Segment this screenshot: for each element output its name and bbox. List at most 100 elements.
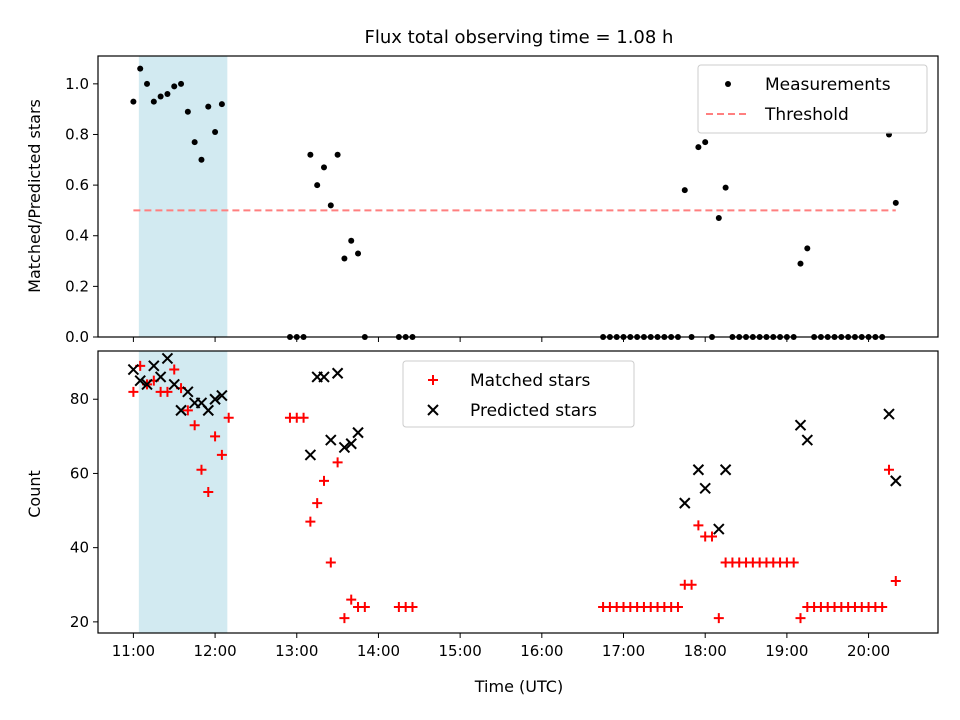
x-tick-label: 16:00 (520, 642, 563, 660)
legend-label: Measurements (765, 75, 891, 95)
y-tick-label: 20 (70, 613, 89, 631)
measurement-point (212, 128, 219, 135)
measurement-point (681, 187, 688, 194)
matched-point (693, 520, 704, 531)
measurement-point (348, 237, 355, 244)
y-tick-label: 0.8 (65, 125, 89, 143)
measurement-point (695, 144, 702, 151)
predicted-point (127, 363, 140, 376)
matched-point (686, 579, 697, 590)
predicted-point (148, 360, 160, 372)
legend-label: Matched stars (470, 371, 590, 391)
measurement-point (198, 156, 205, 163)
matched-point (890, 576, 901, 587)
predicted-point (168, 378, 180, 391)
predicted-point (209, 393, 221, 405)
x-axis-label: Time (UTC) (474, 677, 563, 696)
matched-point (196, 464, 207, 475)
matched-point (223, 412, 234, 423)
predicted-point (794, 419, 807, 431)
x-tick-label: 19:00 (765, 642, 808, 660)
predicted-point (134, 374, 146, 387)
bottom-y-axis-label: Count (25, 470, 44, 518)
y-tick-label: 60 (70, 464, 89, 482)
matched-point (795, 613, 806, 624)
y-tick-label: 40 (70, 539, 89, 557)
matched-point (332, 457, 343, 468)
legend-box (697, 64, 928, 134)
predicted-point (338, 441, 351, 454)
measurement-point (702, 139, 709, 146)
matched-point (877, 602, 888, 613)
measurement-point (892, 199, 899, 206)
measurement-point (218, 101, 225, 108)
x-tick-label: 17:00 (602, 642, 645, 660)
measurement-point (320, 164, 327, 171)
series-predicted-stars (127, 352, 902, 535)
predicted-point (699, 482, 711, 494)
matched-point (325, 557, 336, 568)
matched-point (216, 449, 227, 460)
predicted-point (890, 475, 902, 487)
measurement-point (144, 80, 151, 87)
y-tick-label: 1.0 (65, 75, 89, 93)
measurement-point (191, 139, 198, 146)
matched-point (128, 386, 139, 397)
legend: Matched stars Predicted stars (402, 360, 635, 428)
measurement-point (314, 182, 321, 189)
predicted-point (216, 389, 228, 402)
top-panel: 0.0 0.2 0.4 0.6 0.8 1.0 Measurements Threshold (65, 55, 939, 346)
matched-point (339, 613, 350, 624)
predicted-point (713, 523, 725, 535)
predicted-point (318, 371, 330, 383)
x-tick-label: 11:00 (112, 642, 155, 660)
matched-point (162, 386, 173, 397)
predicted-point (352, 426, 364, 439)
axes-frame (97, 350, 939, 634)
legend-label: Predicted stars (470, 401, 597, 421)
measurement-point (178, 80, 185, 87)
predicted-point (304, 449, 317, 461)
predicted-point (692, 464, 705, 476)
matched-point (169, 364, 180, 375)
measurement-point (722, 184, 729, 191)
matched-point (359, 602, 370, 613)
measurement-point (715, 215, 722, 222)
shaded-span (138, 56, 228, 337)
predicted-point (345, 438, 357, 450)
measurement-point (797, 260, 804, 267)
predicted-point (182, 386, 194, 398)
matched-point (312, 498, 323, 509)
predicted-point (679, 497, 691, 509)
top-y-axis-label: Matched/Predicted stars (25, 99, 44, 293)
y-tick-label: 80 (70, 390, 89, 408)
measurement-point (164, 90, 171, 97)
matched-point (189, 420, 200, 431)
measurement-point (171, 83, 178, 90)
measurement-point (327, 202, 334, 209)
matched-point (672, 602, 683, 613)
x-tick-label: 12:00 (193, 642, 236, 660)
legend: Measurements Threshold (697, 64, 928, 134)
matched-point (305, 516, 316, 527)
matched-point (298, 412, 309, 423)
measurement-point (130, 98, 137, 105)
predicted-point (801, 434, 814, 446)
legend-label: Threshold (764, 105, 849, 125)
measurement-point (157, 93, 164, 100)
predicted-point (175, 404, 187, 417)
y-tick-label: 0.0 (65, 328, 89, 346)
matched-point (713, 613, 724, 624)
predicted-point (331, 367, 344, 379)
predicted-point (883, 408, 895, 420)
x-tick-label: 15:00 (439, 642, 482, 660)
measurement-point (341, 255, 348, 262)
x-tick-label: 18:00 (684, 642, 727, 660)
bottom-panel: 11:00 12:00 13:00 14:00 15:00 16:00 17:00 18:00… (70, 350, 939, 660)
measurement-point (355, 250, 362, 257)
matched-point (203, 487, 214, 497)
legend-box (402, 360, 635, 428)
matched-point (883, 464, 894, 475)
y-tick-label: 0.4 (65, 227, 89, 245)
